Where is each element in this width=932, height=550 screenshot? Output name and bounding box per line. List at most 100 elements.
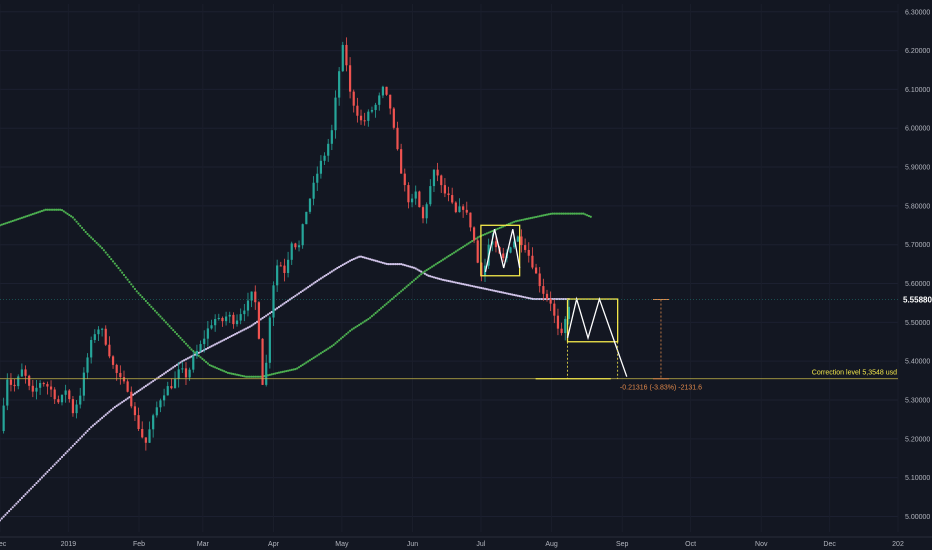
ma-fast-point	[358, 323, 361, 326]
ma-fast-point	[471, 239, 474, 243]
candle-body	[217, 317, 220, 320]
y-tick-label: 5.70000	[905, 242, 930, 249]
x-tick-label: Feb	[133, 541, 145, 548]
ma-fast-point	[551, 212, 554, 215]
ma-fast-point	[190, 348, 193, 351]
ma-slow-point	[164, 371, 168, 374]
ma-slow-point	[44, 472, 47, 475]
ma-slow-point	[93, 422, 96, 426]
ma-slow-point	[259, 318, 262, 321]
ma-fast-point	[49, 208, 53, 211]
ma-slow-point	[553, 297, 556, 301]
ma-slow-point	[245, 327, 248, 330]
ma-slow-point	[172, 366, 175, 369]
ma-fast-point	[184, 342, 188, 345]
ma-fast-point	[536, 215, 539, 218]
ma-fast-point	[228, 372, 231, 375]
ma-fast-point	[491, 230, 494, 233]
candle-body	[173, 379, 177, 389]
ma-slow-point	[6, 511, 9, 514]
x-tick-label: 202	[892, 541, 904, 548]
ma-slow-point	[228, 335, 231, 339]
ma-slow-point	[24, 493, 27, 496]
ma-slow-point	[230, 334, 233, 338]
ma-slow-point	[0, 519, 2, 522]
candle-body	[104, 328, 107, 345]
ma-fast-point	[177, 334, 180, 338]
ma-fast-point	[146, 301, 149, 305]
ma-fast-point	[133, 287, 137, 291]
ma-slow-point	[206, 347, 209, 350]
ma-fast-point	[456, 249, 459, 252]
candle-body	[301, 224, 304, 246]
ma-slow-point	[356, 256, 359, 259]
ma-slow-point	[150, 381, 153, 384]
ma-slow-point	[139, 388, 142, 391]
ma-fast-point	[334, 342, 337, 345]
ma-fast-point	[447, 255, 450, 258]
ma-fast-point	[259, 375, 262, 378]
ma-fast-point	[157, 313, 160, 316]
ma-fast-point	[518, 219, 521, 222]
ma-fast-point	[35, 211, 38, 214]
ma-fast-point	[400, 290, 403, 293]
ma-fast-point	[294, 368, 297, 371]
ma-fast-point	[436, 262, 439, 265]
candle-body	[356, 105, 359, 116]
ma-slow-point	[60, 455, 64, 459]
ma-fast-point	[0, 223, 3, 226]
ma-fast-point	[55, 208, 58, 211]
ma-slow-point	[37, 480, 40, 483]
ma-fast-point	[498, 226, 501, 230]
candle-body	[235, 320, 239, 325]
ma-slow-point	[283, 302, 286, 305]
ma-fast-point	[203, 359, 206, 362]
y-tick-label: 6.20000	[905, 48, 930, 55]
ma-slow-point	[270, 310, 273, 314]
ma-slow-point	[84, 431, 87, 434]
ma-fast-point	[296, 367, 299, 370]
ma-fast-point	[122, 273, 126, 277]
ma-fast-point	[183, 340, 186, 343]
ma-fast-point	[332, 343, 335, 346]
ma-fast-point	[132, 285, 135, 288]
ma-fast-point	[292, 368, 295, 371]
ma-fast-point	[117, 266, 120, 270]
ma-fast-point	[529, 217, 532, 220]
ma-fast-point	[449, 253, 452, 257]
ma-fast-point	[283, 370, 286, 373]
ma-fast-point	[452, 251, 456, 254]
ma-slow-point	[441, 278, 445, 281]
candle-body	[509, 247, 512, 253]
x-tick-label: Oct	[685, 541, 696, 548]
candle-body	[122, 377, 126, 382]
candle-body	[367, 111, 370, 121]
ma-slow-point	[410, 266, 414, 269]
y-tick-label: 5.90000	[905, 165, 930, 172]
ma-fast-point	[314, 355, 317, 358]
candle-body	[101, 328, 104, 330]
ma-slow-point	[451, 280, 454, 283]
ma-fast-point	[166, 323, 169, 326]
ma-fast-point	[370, 315, 374, 318]
ma-slow-point	[132, 393, 135, 396]
ma-fast-point	[142, 297, 146, 301]
candle-body	[348, 65, 352, 92]
candle-body	[381, 86, 385, 96]
ma-fast-point	[379, 307, 383, 310]
ma-fast-point	[544, 213, 547, 217]
ma-slow-point	[173, 365, 177, 368]
ma-slow-point	[188, 356, 191, 359]
candle-body	[82, 372, 85, 396]
ma-fast-point	[71, 216, 75, 219]
ma-fast-point	[290, 368, 293, 372]
ma-fast-point	[323, 349, 326, 352]
ma-fast-point	[277, 371, 281, 374]
ma-slow-point	[223, 338, 226, 341]
ma-slow-point	[152, 379, 155, 383]
ma-slow-point	[146, 383, 149, 386]
candle-body	[542, 286, 545, 294]
ma-slow-point	[201, 349, 204, 353]
ma-slow-point	[469, 284, 472, 287]
